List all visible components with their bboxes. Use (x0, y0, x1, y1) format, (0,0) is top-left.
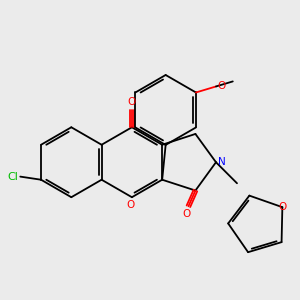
Text: O: O (126, 200, 134, 210)
Text: Cl: Cl (8, 172, 19, 182)
Text: N: N (218, 157, 226, 167)
Text: O: O (128, 97, 136, 107)
Text: O: O (183, 209, 191, 219)
Text: O: O (218, 81, 226, 91)
Text: O: O (278, 202, 286, 212)
